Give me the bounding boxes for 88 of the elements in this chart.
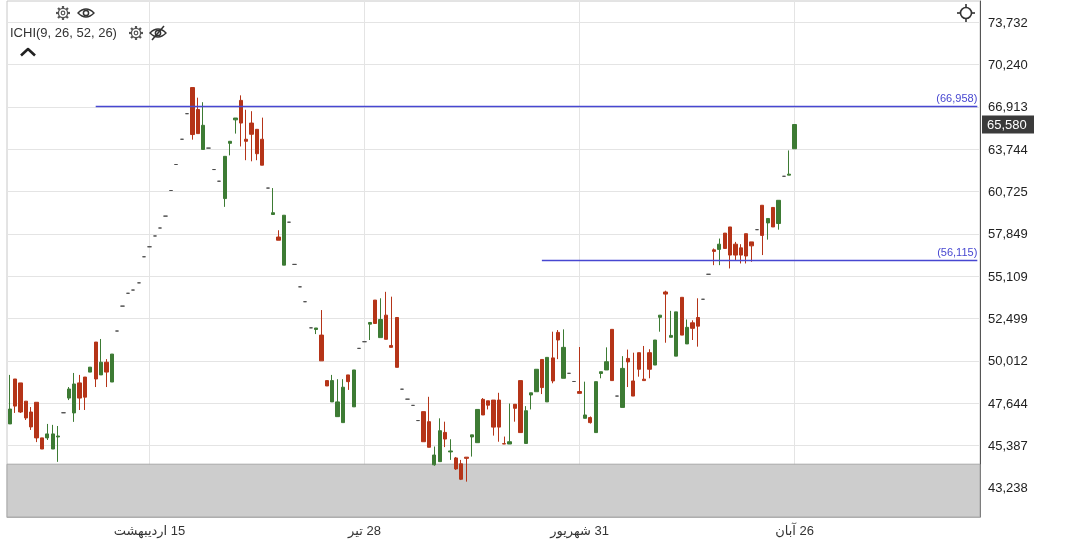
data-label: (66,958) [936,91,978,104]
candlestick [712,247,716,266]
x-tick-label: 15 اردیبهشت [113,523,186,539]
candlestick [443,421,447,448]
candlestick [346,374,350,391]
candlestick [378,297,383,339]
y-tick-label: 52,499 [988,311,1028,326]
candlestick [647,348,652,379]
annotation: ICHI(9, 26, 52, 26) [10,25,117,41]
candlestick [551,331,555,384]
candlestick [314,327,318,335]
y-tick-label: 45,387 [988,437,1028,453]
candlestick [588,415,592,425]
candlestick [99,338,103,376]
candlestick [642,345,646,382]
candlestick [620,355,625,408]
candlestick [680,296,684,336]
candlestick [524,405,528,444]
candlestick [637,352,641,378]
x-tick-label: 31 شهریور [549,523,609,539]
candlestick [45,423,49,441]
y-tick-label: 60,725 [988,184,1028,200]
candlestick [239,94,243,147]
candlestick [792,124,797,150]
candlestick [599,371,603,379]
candlestick [771,206,775,228]
candlestick [438,417,442,463]
candlestick [776,199,781,231]
candlestick [201,101,205,150]
candlestick [545,356,549,403]
candlestick [384,291,388,340]
candlestick [502,436,506,445]
candlestick [529,392,533,410]
candlestick [110,353,114,383]
candlestick [626,349,630,388]
candlestick [8,374,12,425]
candlestick [448,438,453,461]
candlestick [561,328,566,379]
y-tick-label: 66,913 [988,99,1028,115]
candlestick [760,204,764,256]
candlestick [766,217,770,241]
candlestick [717,238,721,266]
candlestick [685,318,689,345]
candlestick [233,117,238,135]
y-tick-label: 63,744 [988,141,1028,157]
x-tick-label: 26 آبان [775,522,814,538]
candlestick [663,290,668,344]
y-tick-label: 55,109 [988,268,1028,284]
text: 65,580 [987,117,1027,133]
candlestick [658,314,662,333]
candlestick [319,309,324,362]
candlestick [244,109,248,161]
y-tick-label: 47,644 [988,395,1028,411]
y-tick-label: 50,012 [988,353,1028,369]
y-tick-label: 57,849 [988,226,1028,242]
candlestick [534,368,539,393]
y-tick-label: 43,238 [988,480,1028,496]
candlestick [556,329,560,360]
candlestick [604,346,609,371]
candlestick [583,381,587,419]
data-label: (56,115) [937,245,978,258]
candlestick [594,381,598,434]
x-tick-label: 28 تیر [347,523,381,539]
candlestick [540,358,544,395]
candlestick [368,321,372,341]
candlestick [325,380,329,387]
y-tick-label: 73,732 [988,14,1028,30]
candlestick [223,155,227,208]
candlestick [228,140,232,156]
candlestick [432,446,436,467]
candlestick [282,214,286,266]
candlestick [271,187,275,215]
candlestick [276,229,281,241]
candlestick [352,369,356,408]
candlestick [88,366,92,373]
candlestick [389,296,393,348]
candlestick [577,346,582,394]
candlestick [395,316,399,368]
candlestick [610,328,614,382]
candlestick [464,456,469,483]
candlestick [631,352,635,397]
candlestick [653,339,657,366]
candlestick [507,403,512,445]
candlestick [787,149,791,176]
y-tick-label: 70,240 [988,57,1028,73]
candlestick [94,341,98,388]
candlestick [104,358,109,388]
candlestick [373,299,377,324]
